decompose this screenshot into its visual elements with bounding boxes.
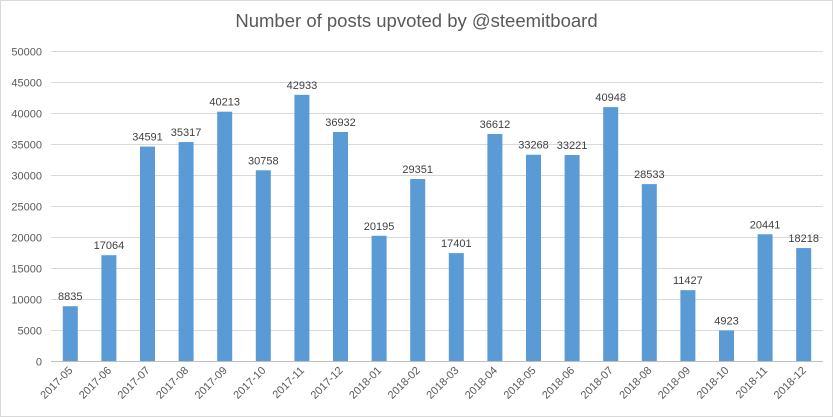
data-label: 4923 <box>714 315 738 327</box>
y-tick-label: 20000 <box>11 233 42 245</box>
x-tick-label: 2017-07 <box>116 365 153 402</box>
bar <box>371 235 387 361</box>
bar <box>140 146 155 361</box>
x-tick-label: 2017-05 <box>38 365 75 402</box>
y-tick-label: 45000 <box>11 78 42 90</box>
x-tick-label: 2018-07 <box>579 365 616 402</box>
bar <box>294 94 310 361</box>
y-tick-label: 40000 <box>11 109 42 121</box>
data-label: 34591 <box>132 132 163 144</box>
bar <box>333 132 348 361</box>
data-label: 29351 <box>402 164 433 176</box>
x-tick-label: 2018-03 <box>424 365 461 402</box>
data-label: 40948 <box>595 92 626 104</box>
x-tick-label: 2018-06 <box>540 365 577 402</box>
x-tick-label: 2017-12 <box>309 365 346 402</box>
y-tick-label: 30000 <box>11 171 42 183</box>
data-label: 40213 <box>209 97 240 109</box>
x-tick-label: 2017-08 <box>154 365 191 402</box>
y-tick-label: 10000 <box>11 295 42 307</box>
x-tick-label: 2017-11 <box>271 365 307 401</box>
data-label: 20195 <box>364 221 395 233</box>
bar <box>101 255 117 361</box>
bar <box>410 179 426 361</box>
data-label: 33268 <box>518 140 549 152</box>
x-tick-label: 2018-02 <box>386 365 423 402</box>
x-tick-label: 2018-12 <box>772 365 809 402</box>
y-tick-label: 15000 <box>11 264 42 276</box>
bar <box>603 107 619 362</box>
bar <box>680 290 696 361</box>
x-tick-label: 2018-04 <box>463 365 500 402</box>
data-label: 30758 <box>248 155 279 167</box>
data-label: 20441 <box>750 219 781 231</box>
x-tick-label: 2017-06 <box>77 365 114 402</box>
x-tick-label: 2018-05 <box>502 365 539 402</box>
bar <box>62 306 78 361</box>
x-tick-label: 2018-09 <box>656 365 693 402</box>
x-tick-label: 2018-08 <box>617 365 654 402</box>
data-label: 8835 <box>58 291 82 303</box>
data-label: 33221 <box>557 140 588 152</box>
bar <box>796 248 812 361</box>
x-tick-label: 2018-11 <box>734 365 770 401</box>
bar <box>178 142 194 361</box>
data-label: 18218 <box>788 233 819 245</box>
y-tick-label: 5000 <box>18 326 42 338</box>
data-label: 17064 <box>94 240 125 252</box>
x-tick-label: 2017-10 <box>231 365 268 402</box>
y-tick-label: 25000 <box>11 202 42 214</box>
bar <box>757 234 773 361</box>
chart-title: Number of posts upvoted by @steemitboard <box>235 10 598 31</box>
y-tick-label: 50000 <box>11 47 42 59</box>
bar <box>564 155 580 361</box>
bar <box>526 154 541 361</box>
data-label: 36932 <box>325 117 356 129</box>
bar <box>487 134 503 361</box>
y-tick-label: 35000 <box>11 140 42 152</box>
bar <box>641 184 657 361</box>
y-tick-label: 0 <box>36 357 42 369</box>
data-label: 28533 <box>634 169 665 181</box>
bar <box>719 330 734 361</box>
data-label: 36612 <box>480 119 511 131</box>
x-tick-label: 2018-01 <box>347 365 384 402</box>
data-label: 35317 <box>171 127 202 139</box>
x-tick-label: 2017-09 <box>193 365 230 402</box>
bar <box>217 111 233 362</box>
bar <box>255 170 271 361</box>
data-label: 17401 <box>441 238 472 250</box>
data-label: 42933 <box>287 80 318 92</box>
data-label: 11427 <box>673 275 703 287</box>
bar <box>448 253 464 361</box>
x-tick-label: 2018-10 <box>695 365 732 402</box>
